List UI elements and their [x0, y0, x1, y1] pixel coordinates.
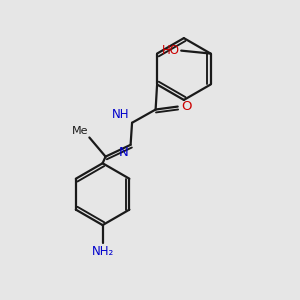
- Text: O: O: [181, 100, 192, 113]
- Text: NH: NH: [112, 108, 130, 121]
- Text: NH₂: NH₂: [92, 245, 114, 258]
- Text: N: N: [118, 146, 128, 159]
- Text: Me: Me: [71, 126, 88, 136]
- Text: HO: HO: [162, 44, 180, 57]
